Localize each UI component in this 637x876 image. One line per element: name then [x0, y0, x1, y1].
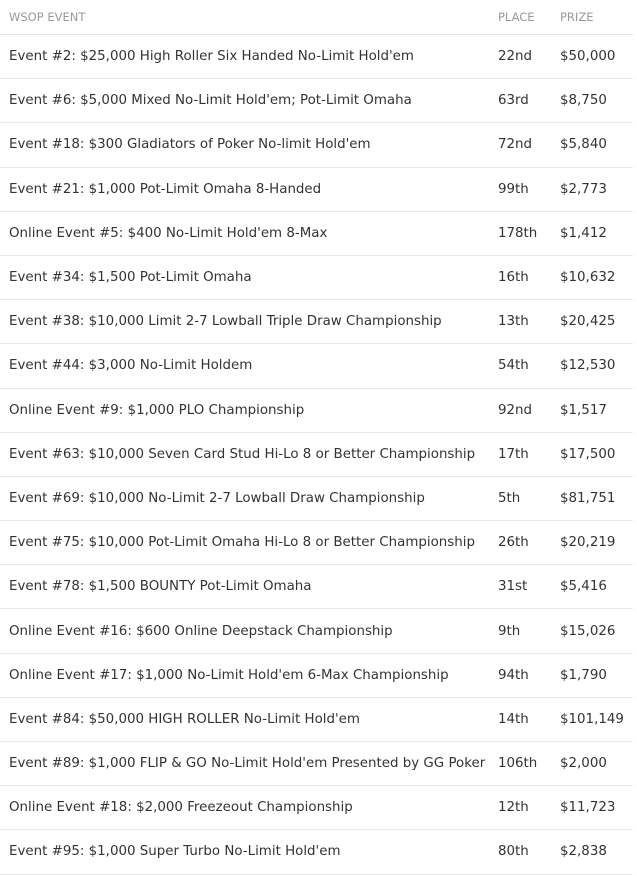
- cell-prize: $2,773: [560, 167, 633, 212]
- cell-place: 5th: [498, 476, 560, 522]
- cell-prize: $10,632: [560, 255, 633, 301]
- table-row: Online Event #5: $400 No-Limit Hold'em 8…: [0, 211, 633, 256]
- table-row: Online Event #16: $600 Online Deepstack …: [0, 608, 633, 654]
- table-row: Online Event #18: $2,000 Freezeout Champ…: [0, 785, 633, 831]
- table-row: Online Event #9: $1,000 PLO Championship…: [0, 388, 633, 433]
- table-row: Event #6: $5,000 Mixed No-Limit Hold'em;…: [0, 78, 633, 124]
- cell-place: 13th: [498, 299, 560, 345]
- cell-place: 106th: [498, 741, 560, 787]
- cell-event: Event #2: $25,000 High Roller Six Handed…: [0, 34, 498, 80]
- cell-place: 9th: [498, 608, 560, 654]
- table-row: Event #95: $1,000 Super Turbo No-Limit H…: [0, 829, 633, 875]
- cell-prize: $1,790: [560, 653, 633, 698]
- cell-prize: $11,723: [560, 785, 633, 831]
- header-prize: PRIZE: [560, 0, 633, 35]
- cell-prize: $20,425: [560, 299, 633, 345]
- cell-place: 26th: [498, 520, 560, 566]
- cell-prize: $1,517: [560, 388, 633, 433]
- cell-prize: $81,751: [560, 476, 633, 522]
- cell-place: 99th: [498, 167, 560, 212]
- cell-place: 94th: [498, 653, 560, 698]
- cell-prize: $2,000: [560, 741, 633, 787]
- table-row: Event #38: $10,000 Limit 2-7 Lowball Tri…: [0, 299, 633, 345]
- cell-prize: $1,412: [560, 211, 633, 256]
- cell-event: Event #89: $1,000 FLIP & GO No-Limit Hol…: [0, 741, 498, 787]
- table-row: Online Event #17: $1,000 No-Limit Hold'e…: [0, 653, 633, 698]
- cell-event: Event #78: $1,500 BOUNTY Pot-Limit Omaha: [0, 564, 498, 610]
- cell-prize: $5,416: [560, 564, 633, 610]
- cell-prize: $8,750: [560, 78, 633, 124]
- cell-place: 178th: [498, 211, 560, 256]
- cell-event: Event #34: $1,500 Pot-Limit Omaha: [0, 255, 498, 301]
- table-row: Event #75: $10,000 Pot-Limit Omaha Hi-Lo…: [0, 520, 633, 566]
- cell-place: 54th: [498, 343, 560, 389]
- cell-event: Online Event #16: $600 Online Deepstack …: [0, 608, 498, 654]
- table-row: Event #78: $1,500 BOUNTY Pot-Limit Omaha…: [0, 564, 633, 610]
- cell-prize: $15,026: [560, 608, 633, 654]
- cell-event: Online Event #18: $2,000 Freezeout Champ…: [0, 785, 498, 831]
- cell-event: Event #95: $1,000 Super Turbo No-Limit H…: [0, 829, 498, 875]
- cell-event: Event #84: $50,000 HIGH ROLLER No-Limit …: [0, 697, 498, 743]
- cell-place: 16th: [498, 255, 560, 301]
- cell-event: Event #6: $5,000 Mixed No-Limit Hold'em;…: [0, 78, 498, 124]
- header-event: WSOP EVENT: [0, 0, 498, 35]
- cell-event: Event #44: $3,000 No-Limit Holdem: [0, 343, 498, 389]
- table-row: Event #18: $300 Gladiators of Poker No-l…: [0, 122, 633, 168]
- table-row: Event #34: $1,500 Pot-Limit Omaha 16th $10…: [0, 255, 633, 301]
- cell-prize: $50,000: [560, 34, 633, 80]
- header-place: PLACE: [498, 0, 560, 35]
- cell-prize: $101,149: [560, 697, 633, 743]
- cell-event: Event #21: $1,000 Pot-Limit Omaha 8-Hand…: [0, 167, 498, 212]
- cell-prize: $5,840: [560, 122, 633, 168]
- cell-prize: $2,838: [560, 829, 633, 875]
- cell-event: Event #69: $10,000 No-Limit 2-7 Lowball …: [0, 476, 498, 522]
- cell-prize: $20,219: [560, 520, 633, 566]
- cell-place: 31st: [498, 564, 560, 610]
- table-row: Event #63: $10,000 Seven Card Stud Hi-Lo…: [0, 432, 633, 477]
- cell-place: 72nd: [498, 122, 560, 168]
- table-row: Event #44: $3,000 No-Limit Holdem 54th $12…: [0, 343, 633, 389]
- table-row: Event #69: $10,000 No-Limit 2-7 Lowball …: [0, 476, 633, 522]
- cell-place: 92nd: [498, 388, 560, 433]
- cell-prize: $12,530: [560, 343, 633, 389]
- cell-place: 22nd: [498, 34, 560, 80]
- cell-event: Online Event #5: $400 No-Limit Hold'em 8…: [0, 211, 498, 256]
- cell-place: 12th: [498, 785, 560, 831]
- cell-event: Event #75: $10,000 Pot-Limit Omaha Hi-Lo…: [0, 520, 498, 566]
- cell-event: Online Event #17: $1,000 No-Limit Hold'e…: [0, 653, 498, 698]
- cell-place: 63rd: [498, 78, 560, 124]
- table-row: Event #84: $50,000 HIGH ROLLER No-Limit …: [0, 697, 633, 743]
- cell-place: 14th: [498, 697, 560, 743]
- cell-place: 17th: [498, 432, 560, 477]
- cell-event: Event #38: $10,000 Limit 2-7 Lowball Tri…: [0, 299, 498, 345]
- table-row: Event #21: $1,000 Pot-Limit Omaha 8-Hand…: [0, 167, 633, 212]
- cell-event: Event #63: $10,000 Seven Card Stud Hi-Lo…: [0, 432, 498, 477]
- cell-place: 80th: [498, 829, 560, 875]
- cell-prize: $17,500: [560, 432, 633, 477]
- header-row: WSOP EVENT PLACE PRIZE: [0, 0, 633, 35]
- cell-event: Online Event #9: $1,000 PLO Championship: [0, 388, 498, 433]
- table-row: Event #2: $25,000 High Roller Six Handed…: [0, 34, 633, 80]
- cell-event: Event #18: $300 Gladiators of Poker No-l…: [0, 122, 498, 168]
- table-row: Event #89: $1,000 FLIP & GO No-Limit Hol…: [0, 741, 633, 787]
